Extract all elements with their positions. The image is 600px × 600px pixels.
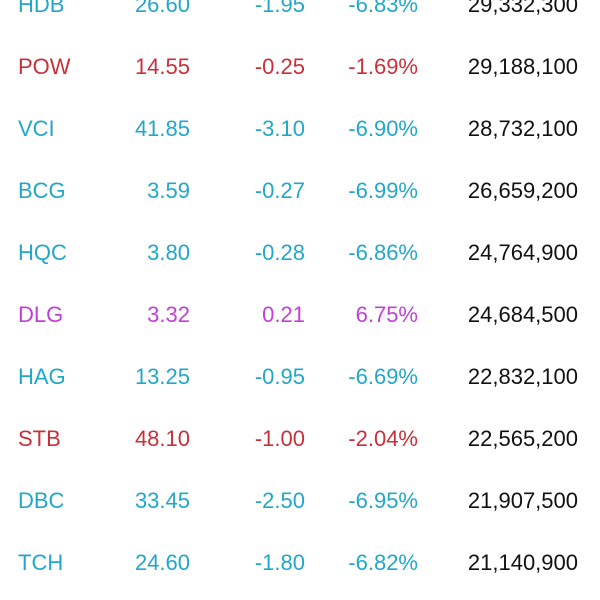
stock-percent-change: -6.69% — [348, 364, 418, 389]
stock-percent-change: -2.04% — [348, 426, 418, 451]
stock-volume: 24,684,500 — [467, 302, 578, 327]
stock-change: -2.50 — [254, 488, 305, 513]
stock-row[interactable]: HQC 3.80 -0.28 -6.86% 24,764,900 — [0, 222, 600, 284]
stock-percent-change: -6.86% — [348, 240, 418, 265]
stock-volume: 22,565,200 — [467, 426, 578, 451]
stock-price: 41.85 — [134, 116, 190, 141]
stock-price: 14.55 — [134, 54, 190, 79]
stock-price: 48.10 — [134, 426, 190, 451]
stock-change: -0.28 — [254, 240, 305, 265]
stock-symbol: BCG — [18, 178, 66, 203]
stock-change: -3.10 — [254, 116, 305, 141]
stock-change: -0.27 — [254, 178, 305, 203]
stock-row[interactable]: HDB 26.60 -1.95 -6.83% 29,332,300 — [0, 0, 600, 36]
stock-row[interactable]: HAG 13.25 -0.95 -6.69% 22,832,100 — [0, 346, 600, 408]
stock-price: 3.80 — [147, 240, 190, 265]
stock-percent-change: 6.75% — [355, 302, 418, 327]
stock-price: 3.32 — [147, 302, 190, 327]
stock-symbol: DLG — [18, 302, 64, 327]
stock-symbol: HDB — [18, 0, 65, 17]
stock-percent-change: -1.69% — [348, 54, 418, 79]
stock-row[interactable]: STB 48.10 -1.00 -2.04% 22,565,200 — [0, 408, 600, 470]
stock-symbol: VCI — [18, 116, 55, 141]
stock-percent-change: -6.99% — [348, 178, 418, 203]
stock-symbol: STB — [18, 426, 61, 451]
stock-volume: 22,832,100 — [467, 364, 578, 389]
stock-percent-change: -6.90% — [348, 116, 418, 141]
stock-percent-change: -6.95% — [348, 488, 418, 513]
stock-row[interactable]: TCH 24.60 -1.80 -6.82% 21,140,900 — [0, 532, 600, 594]
stock-percent-change: -6.82% — [348, 550, 418, 575]
stock-change: 0.21 — [262, 302, 305, 327]
stock-price: 26.60 — [134, 0, 190, 17]
stock-change: -0.95 — [254, 364, 305, 389]
stock-price: 13.25 — [134, 364, 190, 389]
stock-volume: 21,140,900 — [467, 550, 578, 575]
stock-change: -1.80 — [254, 550, 305, 575]
stock-volume: 29,332,300 — [467, 0, 578, 17]
stock-row[interactable]: VCI 41.85 -3.10 -6.90% 28,732,100 — [0, 98, 600, 160]
stock-row[interactable]: BCG 3.59 -0.27 -6.99% 26,659,200 — [0, 160, 600, 222]
stock-row[interactable]: DLG 3.32 0.21 6.75% 24,684,500 — [0, 284, 600, 346]
stock-volume: 26,659,200 — [467, 178, 578, 203]
stock-price: 3.59 — [147, 178, 190, 203]
stock-row[interactable]: POW 14.55 -0.25 -1.69% 29,188,100 — [0, 36, 600, 98]
stock-price: 33.45 — [134, 488, 190, 513]
stock-change: -1.00 — [254, 426, 305, 451]
stock-symbol: DBC — [18, 488, 65, 513]
stock-volume: 29,188,100 — [467, 54, 578, 79]
stock-volume: 24,764,900 — [467, 240, 578, 265]
stock-symbol: POW — [18, 54, 71, 79]
stock-symbol: HQC — [18, 240, 67, 265]
stock-symbol: TCH — [18, 550, 64, 575]
stock-price: 24.60 — [134, 550, 190, 575]
stock-symbol: HAG — [18, 364, 66, 389]
stock-change: -0.25 — [254, 54, 305, 79]
stock-volume: 28,732,100 — [467, 116, 578, 141]
stock-volume: 21,907,500 — [467, 488, 578, 513]
stock-percent-change: -6.83% — [348, 0, 418, 17]
stock-row[interactable]: DBC 33.45 -2.50 -6.95% 21,907,500 — [0, 470, 600, 532]
stock-change: -1.95 — [254, 0, 305, 17]
